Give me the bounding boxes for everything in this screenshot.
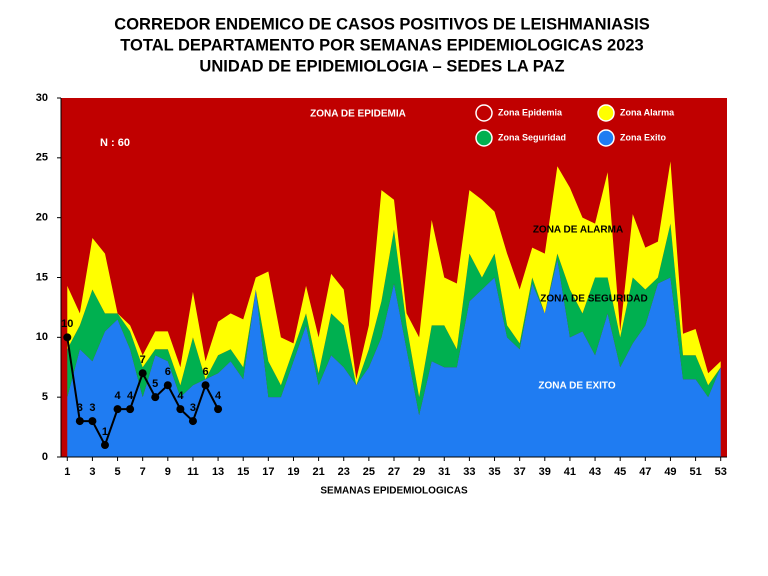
data-label: 3 xyxy=(89,402,95,414)
x-tick-label: 19 xyxy=(287,466,299,478)
case-point xyxy=(75,417,84,426)
legend-swatch xyxy=(475,104,493,122)
annotation: N : 60 xyxy=(100,137,130,149)
x-tick-label: 21 xyxy=(312,466,324,478)
case-point xyxy=(188,417,197,426)
data-label: 5 xyxy=(152,378,158,390)
x-tick-label: 7 xyxy=(140,466,146,478)
data-label: 4 xyxy=(215,390,222,402)
legend-label: Zona Seguridad xyxy=(498,132,566,142)
y-tick-label: 0 xyxy=(42,451,48,463)
data-label: 6 xyxy=(202,366,208,378)
legend-label: Zona Epidemia xyxy=(498,107,563,117)
x-tick-label: 37 xyxy=(514,466,526,478)
x-tick-label: 35 xyxy=(488,466,500,478)
case-point xyxy=(201,381,210,390)
y-tick-label: 5 xyxy=(42,391,48,403)
legend-swatch xyxy=(475,129,493,147)
legend-swatch xyxy=(597,129,615,147)
case-point xyxy=(63,333,72,342)
case-point xyxy=(214,405,223,414)
x-tick-label: 3 xyxy=(89,466,95,478)
case-point xyxy=(100,441,109,450)
annotation: ZONA DE ALARMA xyxy=(533,225,623,236)
y-tick-label: 15 xyxy=(36,271,48,283)
x-tick-label: 49 xyxy=(664,466,676,478)
x-tick-label: 11 xyxy=(187,466,199,478)
data-label: 1 xyxy=(102,426,108,438)
annotation: ZONA DE EXITO xyxy=(538,381,615,392)
case-point xyxy=(163,381,172,390)
x-axis-label: SEMANAS EPIDEMIOLOGICAS xyxy=(320,486,468,497)
data-label: 7 xyxy=(140,354,146,366)
y-tick-label: 30 xyxy=(36,92,48,104)
x-tick-label: 47 xyxy=(639,466,651,478)
x-tick-label: 27 xyxy=(388,466,400,478)
x-tick-label: 51 xyxy=(689,466,701,478)
case-point xyxy=(126,405,135,414)
annotation: ZONA DE EPIDEMIA xyxy=(310,109,406,120)
x-tick-label: 25 xyxy=(363,466,375,478)
legend-label: Zona Alarma xyxy=(620,107,675,117)
data-label: 6 xyxy=(165,366,171,378)
data-label: 10 xyxy=(61,318,73,330)
x-tick-label: 5 xyxy=(114,466,120,478)
x-tick-label: 9 xyxy=(165,466,171,478)
data-label: 4 xyxy=(177,390,184,402)
x-tick-label: 31 xyxy=(438,466,450,478)
x-tick-label: 53 xyxy=(715,466,727,478)
chart-title: UNIDAD DE EPIDEMIOLOGIA – SEDES LA PAZ xyxy=(199,57,564,75)
chart-title: TOTAL DEPARTAMENTO POR SEMANAS EPIDEMIOL… xyxy=(120,36,644,54)
data-label: 3 xyxy=(190,402,196,414)
case-point xyxy=(138,369,147,378)
legend-swatch xyxy=(597,104,615,122)
x-tick-label: 43 xyxy=(589,466,601,478)
x-tick-label: 41 xyxy=(564,466,576,478)
data-label: 4 xyxy=(127,390,134,402)
case-point xyxy=(151,393,160,402)
case-point xyxy=(176,405,185,414)
x-tick-label: 33 xyxy=(463,466,475,478)
case-point xyxy=(113,405,122,414)
x-tick-label: 45 xyxy=(614,466,626,478)
zone-area xyxy=(67,259,721,457)
x-tick-label: 13 xyxy=(212,466,224,478)
data-label: 4 xyxy=(114,390,121,402)
data-label: 3 xyxy=(77,402,83,414)
x-tick-label: 1 xyxy=(64,466,70,478)
x-tick-label: 15 xyxy=(237,466,249,478)
y-tick-label: 20 xyxy=(36,212,48,224)
x-tick-label: 29 xyxy=(413,466,425,478)
y-tick-label: 25 xyxy=(36,152,48,164)
legend-label: Zona Exito xyxy=(620,132,667,142)
x-tick-label: 17 xyxy=(262,466,274,478)
x-tick-label: 39 xyxy=(539,466,551,478)
y-tick-label: 10 xyxy=(36,331,48,343)
x-tick-label: 23 xyxy=(338,466,350,478)
annotation: ZONA DE SEGURIDAD xyxy=(540,294,647,305)
case-point xyxy=(88,417,97,426)
zone-area xyxy=(67,223,721,416)
chart-title: CORREDOR ENDEMICO DE CASOS POSITIVOS DE … xyxy=(114,15,649,33)
zone-area xyxy=(67,161,721,398)
